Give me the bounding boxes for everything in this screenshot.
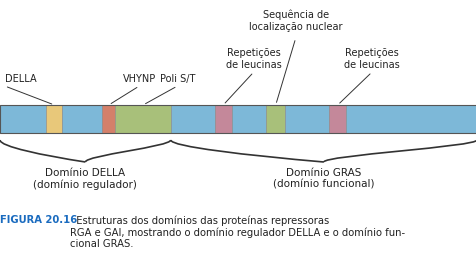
Text: Poli S/T: Poli S/T <box>159 74 195 84</box>
Text: Repetições
de leucinas: Repetições de leucinas <box>226 48 281 70</box>
Bar <box>0 105 46 133</box>
Text: Domínio GRAS
(domínio funcional): Domínio GRAS (domínio funcional) <box>272 168 373 189</box>
Bar <box>214 105 231 133</box>
Bar <box>102 105 115 133</box>
Text: Estruturas dos domínios das proteínas repressoras
RGA e GAI, mostrando o domínio: Estruturas dos domínios das proteínas re… <box>69 215 404 249</box>
Text: DELLA: DELLA <box>5 74 36 84</box>
Bar <box>328 105 346 133</box>
Bar <box>46 105 62 133</box>
Bar <box>170 105 214 133</box>
Text: Domínio DELLA
(domínio regulador): Domínio DELLA (domínio regulador) <box>33 168 137 190</box>
Bar <box>346 105 476 133</box>
Bar <box>285 105 328 133</box>
Bar <box>266 105 285 133</box>
Text: VHYNP: VHYNP <box>122 74 156 84</box>
Bar <box>115 105 170 133</box>
Text: FIGURA 20.16: FIGURA 20.16 <box>0 215 77 225</box>
Bar <box>231 105 266 133</box>
Text: Sequência de
localização nuclear: Sequência de localização nuclear <box>248 10 342 32</box>
Text: Repetições
de leucinas: Repetições de leucinas <box>344 48 399 70</box>
Bar <box>0 105 476 133</box>
Bar <box>62 105 102 133</box>
